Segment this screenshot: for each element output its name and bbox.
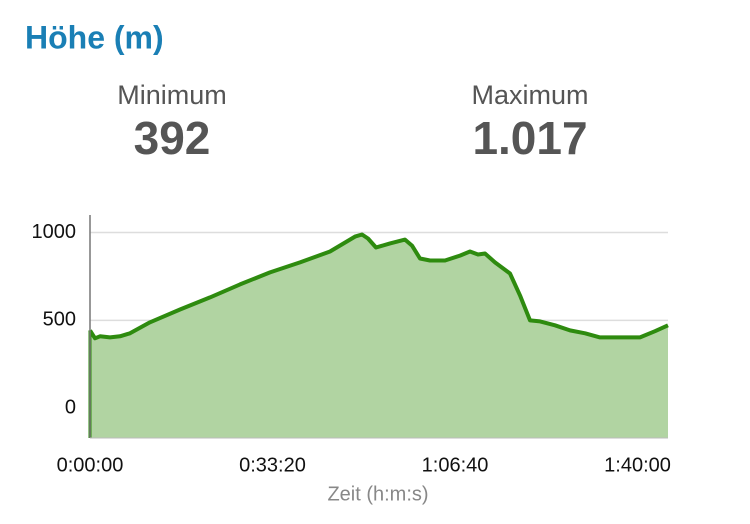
x-tick-label: 0:00:00: [57, 454, 124, 476]
y-tick-label: 500: [43, 309, 76, 331]
x-axis-title: Zeit (h:m:s): [327, 483, 428, 505]
x-tick-label: 1:06:40: [422, 454, 489, 476]
x-tick-label: 0:33:20: [239, 454, 306, 476]
stat-value: 1.017: [472, 112, 587, 164]
page-title: Höhe (m): [25, 19, 164, 55]
y-tick-label: 0: [65, 396, 76, 418]
stat-value: 392: [134, 112, 211, 164]
y-tick-label: 1000: [32, 221, 77, 243]
x-tick-label: 1:40:00: [604, 454, 671, 476]
stat-label: Maximum: [471, 80, 588, 110]
stat-label: Minimum: [117, 80, 227, 110]
line: [88, 232, 669, 341]
area-fill: [90, 234, 668, 438]
